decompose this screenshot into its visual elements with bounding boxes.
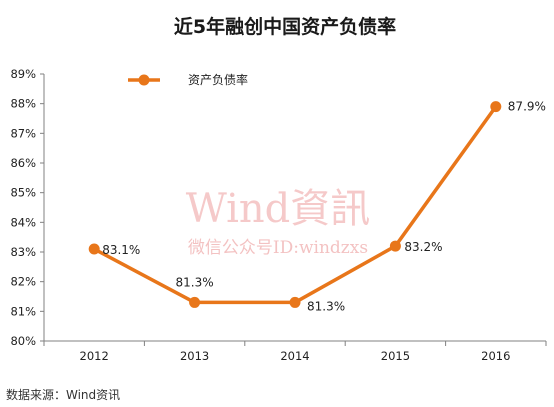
x-tick-label: 2014	[280, 349, 309, 363]
y-tick-label: 85%	[10, 186, 36, 200]
source-note: 数据来源：Wind资讯	[6, 387, 120, 402]
watermark-main: Wind資訊	[186, 186, 371, 232]
data-label: 83.1%	[102, 243, 140, 257]
legend: 资产负债率	[128, 72, 248, 87]
legend-marker	[138, 74, 150, 86]
y-tick-label: 89%	[10, 67, 36, 81]
y-tick-label: 83%	[10, 245, 36, 259]
data-label: 87.9%	[508, 100, 546, 114]
data-point	[189, 296, 201, 308]
data-point	[289, 296, 301, 308]
legend-label: 资产负债率	[188, 72, 248, 87]
data-label: 81.3%	[176, 275, 214, 289]
data-label: 81.3%	[307, 299, 345, 313]
series-debt-ratio: 83.1% 81.3% 81.3% 83.2% 87.9%	[88, 100, 546, 313]
x-tick-label: 2015	[381, 349, 410, 363]
y-tick-label: 86%	[10, 156, 36, 170]
x-axis-ticks: 2012 2013 2014 2015 2016	[43, 341, 547, 363]
data-point	[389, 240, 401, 252]
y-axis-ticks: 80% 81% 82% 83% 84% 85% 86% 87% 88% 89%	[10, 67, 44, 348]
watermark: Wind資訊 微信公众号ID:windzxs	[186, 186, 371, 258]
x-tick-label: 2012	[80, 349, 109, 363]
x-tick-label: 2013	[180, 349, 209, 363]
y-tick-label: 82%	[10, 275, 36, 289]
y-tick-label: 88%	[10, 97, 36, 111]
y-tick-label: 80%	[10, 334, 36, 348]
x-tick-label: 2016	[481, 349, 510, 363]
data-point	[490, 101, 502, 113]
data-label: 83.2%	[404, 240, 442, 254]
chart-title: 近5年融创中国资产负债率	[174, 15, 396, 38]
y-tick-label: 81%	[10, 304, 36, 318]
y-tick-label: 84%	[10, 215, 36, 229]
data-point	[88, 243, 100, 255]
watermark-sub: 微信公众号ID:windzxs	[188, 238, 368, 258]
y-tick-label: 87%	[10, 126, 36, 140]
